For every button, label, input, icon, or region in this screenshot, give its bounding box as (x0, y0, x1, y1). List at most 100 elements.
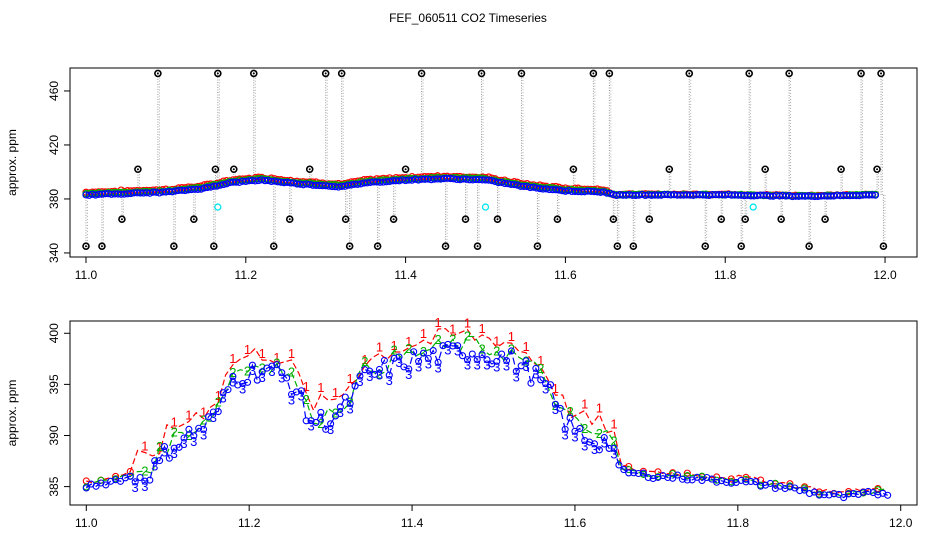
spike-point (665, 165, 674, 174)
series-marker (546, 381, 555, 389)
series-marker (522, 357, 530, 365)
series-marker (859, 488, 867, 496)
spike-point (879, 242, 888, 250)
spike-point-center (536, 245, 539, 248)
series-marker (678, 475, 686, 483)
series-marker (698, 472, 706, 480)
series-marker (424, 354, 432, 363)
series-label: 3 (268, 364, 275, 379)
spike-point-center (232, 168, 235, 171)
series-label: 1 (200, 405, 207, 420)
series-marker (468, 350, 476, 358)
spike-point-center (744, 218, 747, 221)
series-marker (483, 356, 491, 364)
x-tick-label: 12.0 (873, 268, 897, 282)
series-label: 2 (464, 328, 471, 343)
series-label: 2 (552, 398, 559, 413)
series-marker (410, 348, 418, 356)
series-marker (439, 342, 447, 350)
spike-point (389, 215, 398, 223)
series-label: 3 (317, 410, 324, 425)
spike-point-center (520, 72, 523, 75)
data-point (485, 176, 493, 184)
series-label: 2 (537, 361, 544, 376)
series-label: 2 (347, 394, 354, 409)
spike-point-center (324, 72, 327, 75)
series-marker (864, 487, 872, 495)
spike-point-center (788, 72, 791, 75)
series-label: 3 (405, 367, 412, 382)
x-tick-label: 11.6 (564, 516, 587, 530)
spike-point-center (136, 168, 139, 171)
series-marker (283, 374, 291, 382)
series-marker (820, 491, 828, 499)
series-marker (375, 365, 384, 373)
series-marker (835, 490, 843, 498)
series-marker (708, 475, 716, 483)
x-tick-label: 12.0 (889, 516, 913, 530)
data-point (197, 185, 205, 193)
spike-point-center (444, 245, 447, 248)
spike-point-center (720, 218, 723, 221)
spike-point (210, 242, 218, 250)
series-marker (165, 454, 173, 462)
series-marker (815, 491, 823, 499)
series-marker (556, 404, 564, 412)
spike-point (477, 69, 486, 78)
series-marker (459, 352, 467, 360)
series-marker (229, 372, 237, 380)
series-marker (170, 444, 178, 452)
data-point (168, 188, 176, 196)
series-marker (498, 350, 506, 358)
series-marker (107, 477, 115, 485)
series-marker (757, 482, 765, 490)
series-label: 3 (249, 363, 256, 378)
series-marker (595, 446, 603, 454)
series-marker (786, 483, 794, 491)
series-marker (615, 461, 623, 469)
spike-point (609, 215, 618, 223)
spike-point-center (748, 72, 751, 75)
spike-point (473, 242, 482, 250)
series-label: 3 (542, 382, 549, 397)
spike-point (613, 242, 622, 250)
series-label: 3 (395, 355, 402, 370)
data-point (213, 182, 221, 190)
series-label: 2 (596, 426, 603, 441)
series-marker (590, 440, 599, 448)
data-point (216, 181, 224, 189)
y-tick-label: 380 (47, 189, 61, 209)
series-marker (419, 349, 428, 357)
series-label: 3 (298, 389, 305, 404)
spike-point (345, 242, 354, 250)
spike-point-center (212, 245, 215, 248)
series-marker (610, 444, 618, 452)
series-marker (669, 474, 677, 482)
series-marker (366, 367, 374, 375)
series-marker (473, 355, 481, 364)
series-label: 1 (522, 339, 529, 354)
series-label: 3 (503, 359, 510, 374)
spike-point (785, 69, 793, 78)
series-marker (434, 358, 442, 366)
data-point (354, 180, 362, 188)
data-point (341, 182, 349, 190)
data-point (510, 180, 518, 189)
data-point (488, 177, 496, 185)
series-marker (620, 466, 628, 474)
series-label: 3 (425, 356, 432, 371)
chart-title: FEF_060511 CO2 Timeseries (389, 11, 547, 25)
series-marker (444, 340, 452, 348)
spike-point-center (648, 218, 651, 221)
series-label: 3 (532, 366, 539, 381)
series-label: 2 (273, 355, 280, 370)
spike-point (761, 165, 769, 174)
series-marker (273, 361, 281, 369)
x-tick-label: 11.0 (75, 268, 98, 282)
series-marker (146, 476, 154, 484)
spike-point (685, 69, 694, 78)
series-marker (126, 467, 134, 476)
spike-point-center (344, 218, 347, 221)
